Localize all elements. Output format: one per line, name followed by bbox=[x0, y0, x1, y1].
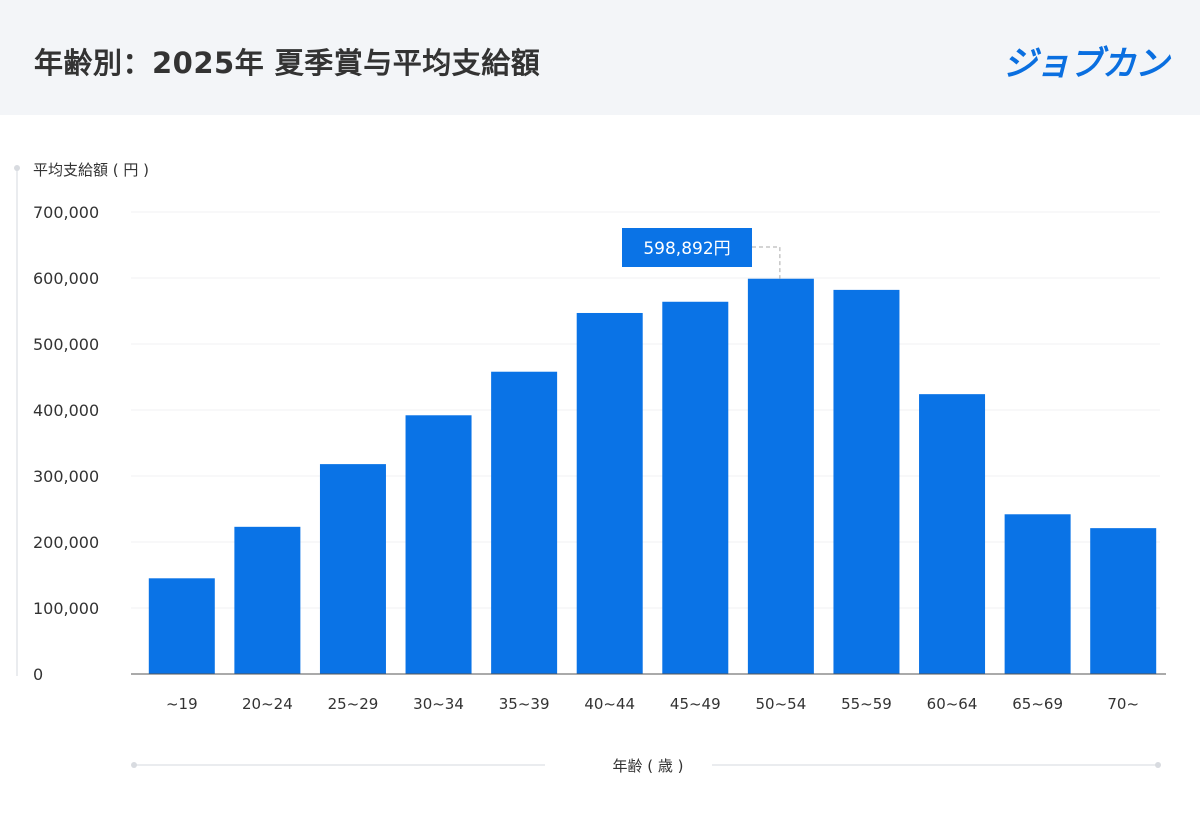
x-tick-label: 20~24 bbox=[242, 695, 293, 713]
bar-55~59[interactable] bbox=[833, 289, 900, 674]
y-axis-title: 平均支給額 ( 円 ) bbox=[33, 161, 149, 179]
annotation-label: 598,892円 bbox=[643, 239, 730, 259]
bar-65~69[interactable] bbox=[1004, 514, 1071, 674]
annotation: 598,892円 bbox=[622, 228, 781, 279]
chart-title: 年齢別：2025年 夏季賞与平均支給額 bbox=[34, 46, 541, 80]
y-tick-label: 0 bbox=[33, 665, 43, 684]
y-tick-label: 300,000 bbox=[33, 467, 99, 486]
annotation-leader bbox=[752, 246, 781, 279]
x-axis-title: 年齢 ( 歳 ) bbox=[612, 757, 683, 775]
y-tick-label: 700,000 bbox=[33, 203, 99, 222]
x-rule-dot-right bbox=[1155, 762, 1161, 768]
x-tick-label: 30~34 bbox=[413, 695, 464, 713]
y-tick-label: 400,000 bbox=[33, 401, 99, 420]
x-tick-label: 65~69 bbox=[1012, 695, 1063, 713]
bar-60~64[interactable] bbox=[919, 394, 986, 674]
x-tick-label: ~19 bbox=[166, 695, 198, 713]
y-tick-label: 100,000 bbox=[33, 599, 99, 618]
annotation-box bbox=[622, 228, 752, 267]
x-tick-label: 40~44 bbox=[584, 695, 635, 713]
y-tick-label: 600,000 bbox=[33, 269, 99, 288]
bar-~19[interactable] bbox=[148, 578, 215, 674]
x-rule-dot-left bbox=[131, 762, 137, 768]
y-axis-dot bbox=[14, 165, 20, 171]
bar-70~[interactable] bbox=[1090, 528, 1157, 674]
y-tick-label: 500,000 bbox=[33, 335, 99, 354]
bar-50~54[interactable] bbox=[747, 278, 814, 674]
bar-30~34[interactable] bbox=[405, 415, 472, 674]
x-tick-label: 55~59 bbox=[841, 695, 892, 713]
jobcan-logo: ジョブカン bbox=[1003, 44, 1169, 84]
x-tick-label: 50~54 bbox=[756, 695, 807, 713]
x-tick-label: 25~29 bbox=[328, 695, 379, 713]
bar-35~39[interactable] bbox=[491, 371, 558, 674]
y-tick-label: 200,000 bbox=[33, 533, 99, 552]
bar-20~24[interactable] bbox=[234, 526, 301, 674]
x-tick-label: 45~49 bbox=[670, 695, 721, 713]
x-tick-label: 70~ bbox=[1107, 695, 1139, 713]
x-tick-label: 60~64 bbox=[927, 695, 978, 713]
bar-45~49[interactable] bbox=[662, 301, 729, 674]
bar-40~44[interactable] bbox=[576, 312, 643, 674]
bar-25~29[interactable] bbox=[319, 464, 386, 674]
header: 年齢別：2025年 夏季賞与平均支給額 ジョブカン bbox=[0, 0, 1200, 115]
x-tick-label: 35~39 bbox=[499, 695, 550, 713]
